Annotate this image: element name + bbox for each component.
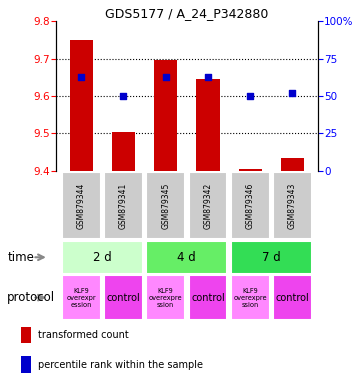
FancyBboxPatch shape — [146, 275, 185, 320]
Text: control: control — [106, 293, 140, 303]
Point — [205, 73, 211, 79]
Text: GSM879345: GSM879345 — [161, 182, 170, 228]
Bar — [196, 79, 219, 171]
FancyBboxPatch shape — [273, 172, 312, 238]
Text: 2 d: 2 d — [93, 251, 112, 264]
Bar — [70, 40, 93, 171]
FancyBboxPatch shape — [104, 172, 143, 238]
FancyBboxPatch shape — [146, 241, 227, 274]
Point — [290, 90, 295, 96]
Text: GSM879344: GSM879344 — [77, 182, 86, 228]
Text: time: time — [7, 251, 34, 264]
FancyBboxPatch shape — [231, 241, 312, 274]
FancyBboxPatch shape — [188, 172, 227, 238]
Bar — [21, 356, 31, 373]
Point — [78, 73, 84, 79]
Point — [163, 73, 169, 79]
FancyBboxPatch shape — [104, 275, 143, 320]
Text: 4 d: 4 d — [178, 251, 196, 264]
Text: transformed count: transformed count — [38, 330, 129, 340]
FancyBboxPatch shape — [62, 172, 101, 238]
Text: KLF9
overexpre
ssion: KLF9 overexpre ssion — [149, 288, 183, 308]
Text: control: control — [191, 293, 225, 303]
Text: GSM879341: GSM879341 — [119, 182, 128, 228]
Text: KLF9
overexpr
ession: KLF9 overexpr ession — [66, 288, 96, 308]
Point — [121, 93, 126, 99]
Text: protocol: protocol — [7, 291, 55, 304]
Title: GDS5177 / A_24_P342880: GDS5177 / A_24_P342880 — [105, 7, 269, 20]
Text: KLF9
overexpre
ssion: KLF9 overexpre ssion — [233, 288, 267, 308]
FancyBboxPatch shape — [146, 172, 185, 238]
Text: percentile rank within the sample: percentile rank within the sample — [38, 360, 203, 370]
FancyBboxPatch shape — [62, 241, 143, 274]
Bar — [239, 169, 262, 171]
FancyBboxPatch shape — [188, 275, 227, 320]
Text: 7 d: 7 d — [262, 251, 280, 264]
Bar — [281, 158, 304, 171]
FancyBboxPatch shape — [273, 275, 312, 320]
Text: GSM879343: GSM879343 — [288, 182, 297, 228]
FancyBboxPatch shape — [62, 275, 101, 320]
Bar — [21, 326, 31, 343]
FancyBboxPatch shape — [231, 172, 270, 238]
Point — [247, 93, 253, 99]
Bar — [154, 60, 177, 171]
FancyBboxPatch shape — [231, 275, 270, 320]
Text: GSM879346: GSM879346 — [245, 182, 255, 228]
Bar — [112, 132, 135, 171]
Text: control: control — [275, 293, 309, 303]
Text: GSM879342: GSM879342 — [204, 182, 212, 228]
